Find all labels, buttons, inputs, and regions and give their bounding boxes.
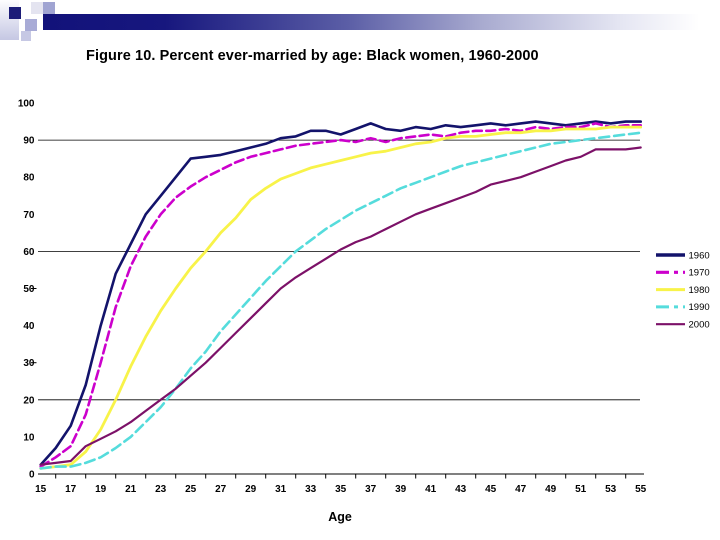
- y-tick-label-90: 90: [23, 136, 35, 147]
- x-tick-label-51: 51: [575, 484, 587, 495]
- x-tick-label-39: 39: [395, 484, 407, 495]
- legend-label-1990: 1990: [689, 302, 710, 313]
- legend-label-1960: 1960: [689, 250, 710, 261]
- x-tick-label-27: 27: [215, 484, 227, 495]
- x-tick-label-43: 43: [455, 484, 467, 495]
- header-square-lavender: [25, 19, 37, 31]
- x-tick-label-31: 31: [275, 484, 287, 495]
- x-tick-label-19: 19: [95, 484, 107, 495]
- x-tick-label-33: 33: [305, 484, 317, 495]
- y-tick-label-70: 70: [23, 210, 35, 221]
- series-line-1960: [39, 120, 642, 466]
- header-navy-square: [9, 7, 21, 19]
- y-tick-label-60: 60: [23, 247, 35, 258]
- x-tick-label-29: 29: [245, 484, 257, 495]
- header-square-small: [21, 31, 31, 41]
- x-axis-title: Age: [328, 510, 352, 524]
- y-tick-label-100: 100: [18, 99, 35, 110]
- x-tick-label-35: 35: [335, 484, 347, 495]
- header-square-light: [31, 2, 43, 14]
- x-tick-label-41: 41: [425, 484, 437, 495]
- y-tick-label-80: 80: [23, 173, 35, 184]
- x-tick-label-45: 45: [485, 484, 497, 495]
- y-tick-label-0: 0: [29, 470, 35, 481]
- series-line-1980: [39, 125, 643, 470]
- chart-plot-area: 0 10 20 30 40 50 60 70 80 90 100 15 17 19 21 23 25 27 29 31…: [18, 99, 710, 496]
- chart-title: Figure 10. Percent ever-married by age: …: [86, 48, 539, 64]
- y-tick-label-40: 40: [23, 321, 35, 332]
- series-line-1990: [39, 131, 642, 470]
- legend-label-1980: 1980: [689, 285, 710, 296]
- x-tick-label-49: 49: [545, 484, 557, 495]
- x-tick-label-15: 15: [35, 484, 47, 495]
- x-tick-label-37: 37: [365, 484, 377, 495]
- x-tick-label-53: 53: [605, 484, 617, 495]
- y-tick-label-10: 10: [23, 432, 35, 443]
- x-tick-label-55: 55: [635, 484, 647, 495]
- x-tick-label-25: 25: [185, 484, 197, 495]
- series-line-1970: [39, 122, 642, 468]
- y-tick-label-30: 30: [23, 358, 35, 369]
- x-tick-label-17: 17: [65, 484, 77, 495]
- legend-label-1970: 1970: [689, 268, 710, 279]
- y-tick-label-50: 50: [23, 284, 35, 295]
- header-square-medium: [43, 2, 55, 14]
- x-tick-label-21: 21: [125, 484, 137, 495]
- series-line-2000: [39, 146, 642, 466]
- legend-label-2000: 2000: [689, 320, 710, 331]
- header-gradient-bar: [43, 14, 720, 30]
- x-tick-label-23: 23: [155, 484, 167, 495]
- y-tick-label-20: 20: [23, 395, 35, 406]
- x-tick-label-47: 47: [515, 484, 527, 495]
